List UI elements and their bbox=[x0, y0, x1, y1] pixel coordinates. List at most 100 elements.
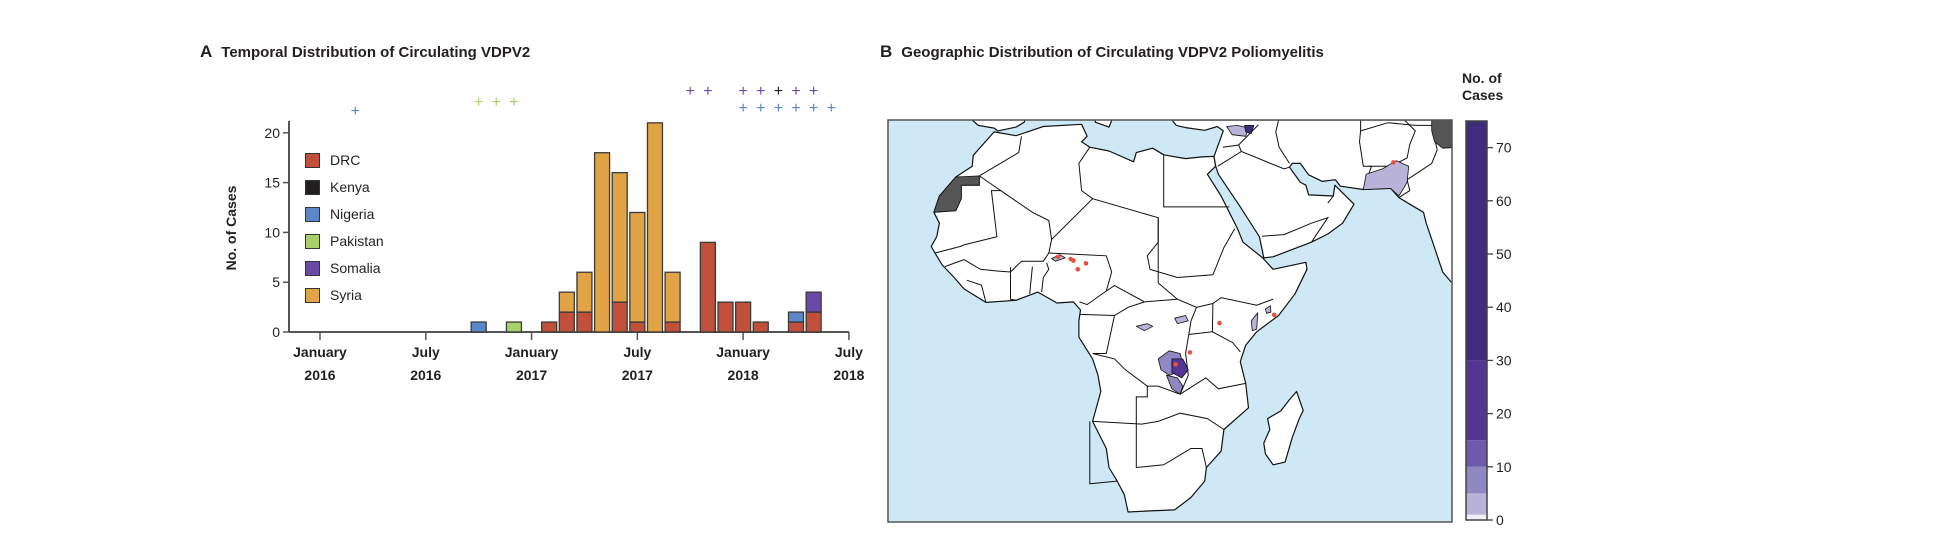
bar-drc bbox=[699, 241, 717, 333]
y-tick-label: 20 bbox=[264, 125, 280, 141]
colorbar-tick-label: 10 bbox=[1496, 459, 1512, 475]
bar-drc bbox=[752, 321, 769, 333]
asia-landmass bbox=[1171, 120, 1452, 283]
colorbar-band bbox=[1466, 440, 1487, 467]
plus-marker-nigeria: + bbox=[791, 100, 800, 117]
country-border bbox=[1238, 144, 1290, 170]
bar-drc bbox=[664, 321, 681, 333]
country-border bbox=[1275, 120, 1290, 164]
legend-item-somalia: Somalia bbox=[305, 260, 381, 276]
plus-marker-nigeria: + bbox=[738, 100, 747, 117]
legend-swatch bbox=[305, 206, 320, 222]
colorbar-band bbox=[1466, 466, 1487, 494]
legend-swatch bbox=[305, 179, 320, 195]
colorbar-tick-label: 70 bbox=[1496, 140, 1512, 156]
plus-marker-pakistan: + bbox=[492, 94, 501, 111]
bar-somalia bbox=[805, 291, 822, 313]
country-border bbox=[1000, 146, 1094, 241]
plus-marker-somalia: + bbox=[791, 83, 800, 100]
x-tick-label-month: January bbox=[293, 344, 347, 360]
x-tick-label-month: July bbox=[835, 344, 863, 360]
case-dot bbox=[1187, 350, 1193, 355]
plus-marker-somalia: + bbox=[703, 83, 712, 100]
bar-drc bbox=[787, 321, 805, 333]
colorbar-title-line2: Cases bbox=[1462, 87, 1504, 103]
y-tick-label: 10 bbox=[264, 224, 280, 240]
panel-a-title: A Temporal Distribution of Circulating VD… bbox=[200, 42, 530, 62]
x-tick-label-year: 2017 bbox=[516, 367, 547, 383]
plus-marker-nigeria: + bbox=[756, 100, 765, 117]
colorbar-band bbox=[1466, 121, 1487, 361]
plus-marker-pakistan: + bbox=[474, 94, 483, 111]
plus-marker-somalia: + bbox=[809, 83, 818, 100]
region-syria-high bbox=[1244, 125, 1255, 135]
region-western-sahara bbox=[933, 175, 980, 213]
bar-drc bbox=[717, 301, 734, 333]
colorbar-frame bbox=[1465, 120, 1488, 521]
plus-marker-kenya: + bbox=[774, 83, 783, 100]
colorbar-tick-label: 20 bbox=[1496, 406, 1512, 422]
case-dot bbox=[1217, 320, 1222, 326]
legend-label: Nigeria bbox=[330, 206, 375, 222]
y-axis-label: No. of Cases bbox=[223, 185, 239, 270]
bar-syria bbox=[576, 271, 593, 313]
legend-label: Pakistan bbox=[330, 233, 384, 249]
plus-marker-nigeria: + bbox=[774, 100, 783, 117]
plus-marker-somalia: + bbox=[686, 83, 695, 100]
country-border bbox=[1089, 421, 1118, 485]
bar-drc bbox=[611, 301, 628, 333]
legend-item-pakistan: Pakistan bbox=[305, 233, 384, 249]
country-border bbox=[1135, 386, 1148, 425]
x-tick-label-month: January bbox=[505, 344, 559, 360]
x-tick-label-year: 2017 bbox=[622, 367, 653, 383]
country-border bbox=[1092, 412, 1225, 430]
bar-drc bbox=[541, 321, 558, 333]
x-tick-label-year: 2016 bbox=[304, 367, 335, 383]
country-border bbox=[979, 136, 1022, 177]
panel-a-title-text: Temporal Distribution of Circulating VDP… bbox=[221, 44, 531, 61]
bar-syria bbox=[664, 271, 681, 323]
colorbar-tick-label: 50 bbox=[1496, 246, 1512, 262]
legend-swatch bbox=[305, 287, 320, 303]
region-somalia-2 bbox=[1265, 305, 1272, 314]
bar-drc bbox=[734, 301, 752, 333]
country-border bbox=[1041, 262, 1050, 293]
colorbar-band bbox=[1466, 360, 1487, 441]
bar-syria bbox=[611, 171, 628, 303]
plus-marker-somalia: + bbox=[756, 83, 765, 100]
y-tick-label: 0 bbox=[272, 324, 280, 340]
map-frame bbox=[887, 119, 1453, 523]
colorbar-tick-label: 40 bbox=[1496, 299, 1512, 315]
colorbar-title-line1: No. of bbox=[1462, 70, 1502, 86]
panel-b-letter: B bbox=[880, 42, 893, 61]
spain-landmass bbox=[971, 120, 1026, 132]
bar-syria bbox=[646, 122, 664, 333]
sicily-landmass bbox=[1094, 120, 1113, 128]
plus-marker-pakistan: + bbox=[509, 94, 518, 111]
land-group bbox=[930, 120, 1452, 513]
region-drc-ituri bbox=[1174, 315, 1189, 325]
country-border bbox=[1163, 154, 1230, 208]
country-border bbox=[1146, 217, 1236, 279]
bar-nigeria bbox=[470, 321, 487, 333]
panel-b-title: B Geographic Distribution of Circulating … bbox=[880, 42, 1324, 62]
colorbar: 0 10 20 30 40 50 60 70 bbox=[1465, 120, 1512, 528]
legend-swatch bbox=[305, 260, 320, 276]
country-border bbox=[1092, 315, 1115, 354]
legend-label: Kenya bbox=[330, 179, 370, 195]
country-border bbox=[1029, 266, 1033, 294]
country-border bbox=[1135, 424, 1207, 469]
case-dot bbox=[1071, 258, 1076, 263]
panel-b-title-text: Geographic Distribution of Circulating V… bbox=[901, 44, 1324, 61]
country-border bbox=[944, 259, 965, 268]
country-border bbox=[1211, 303, 1214, 332]
plus-marker-somalia: + bbox=[738, 83, 747, 100]
bar-drc bbox=[629, 321, 646, 333]
legend-label: Syria bbox=[330, 287, 362, 303]
country-border bbox=[1188, 331, 1241, 353]
country-border bbox=[963, 239, 1053, 273]
region-drc-mongala bbox=[1135, 323, 1154, 332]
colorbar-tick-label: 30 bbox=[1496, 352, 1512, 368]
country-border bbox=[966, 279, 987, 303]
